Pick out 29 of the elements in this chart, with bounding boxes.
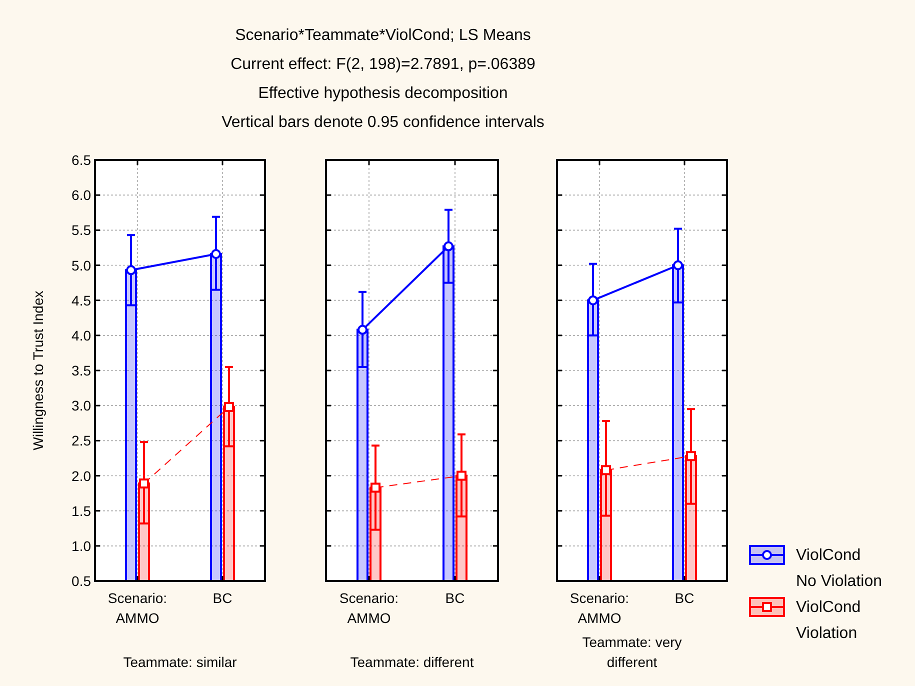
x-tick-label: Scenario: AMMO xyxy=(570,590,630,626)
y-tick-label: 1.0 xyxy=(72,538,92,554)
legend-label: ViolCond Violation xyxy=(796,599,861,642)
text: Effective hypothesis decomposition xyxy=(258,85,508,102)
x-tick-label: BC xyxy=(445,590,465,606)
text: Vertical bars denote 0.95 confidence intervals xyxy=(222,114,544,131)
x-tick-label: Scenario: AMMO xyxy=(108,590,168,626)
x-axis-title: Teammate: very different xyxy=(582,634,682,670)
x-tick-label: BC xyxy=(674,590,694,606)
y-tick-label: 2.0 xyxy=(72,468,92,484)
y-tick-label: 3.0 xyxy=(72,398,92,414)
y-tick-label: 6.0 xyxy=(72,187,92,204)
chart-subtitle: Current effect: F(2, 198)=2.7891, p=.06389 xyxy=(230,56,536,73)
y-tick-label: 2.5 xyxy=(72,432,92,449)
y-tick-label: 1.5 xyxy=(72,502,92,519)
y-tick-label: 4.0 xyxy=(72,327,92,344)
y-axis-title: Willingness to Trust Index xyxy=(30,290,46,450)
y-tick-label: 0.5 xyxy=(72,573,92,589)
y-tick-label: 5.0 xyxy=(72,257,92,274)
y-tick-label: 3.5 xyxy=(72,362,92,378)
y-tick-label: 4.5 xyxy=(72,292,92,308)
x-tick-label: BC xyxy=(212,590,232,606)
x-axis-title: Teammate: different xyxy=(350,654,474,670)
x-tick-label: Scenario: AMMO xyxy=(339,590,399,626)
y-tick-label: 6.5 xyxy=(72,152,92,168)
y-tick-label: 5.5 xyxy=(72,222,92,238)
x-axis-title: Teammate: similar xyxy=(123,654,238,670)
legend-label: ViolCond No Violation xyxy=(796,547,882,590)
chart-title: Scenario*Teammate*ViolCond; LS Means xyxy=(235,27,531,44)
